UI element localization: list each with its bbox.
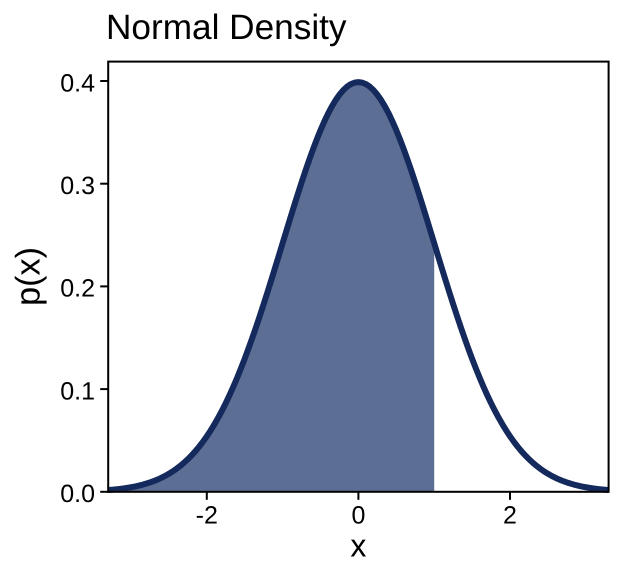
- svg-text:p(x): p(x): [10, 247, 48, 306]
- svg-text:2: 2: [503, 501, 517, 529]
- svg-text:0.0: 0.0: [60, 480, 95, 508]
- svg-text:-2: -2: [196, 501, 218, 529]
- svg-text:Normal Density: Normal Density: [106, 8, 347, 47]
- svg-text:x: x: [350, 528, 366, 564]
- svg-text:0.4: 0.4: [60, 69, 95, 97]
- svg-text:0.1: 0.1: [60, 377, 95, 405]
- svg-text:0.2: 0.2: [60, 275, 95, 303]
- svg-text:0.3: 0.3: [60, 172, 95, 200]
- svg-text:0: 0: [351, 501, 365, 529]
